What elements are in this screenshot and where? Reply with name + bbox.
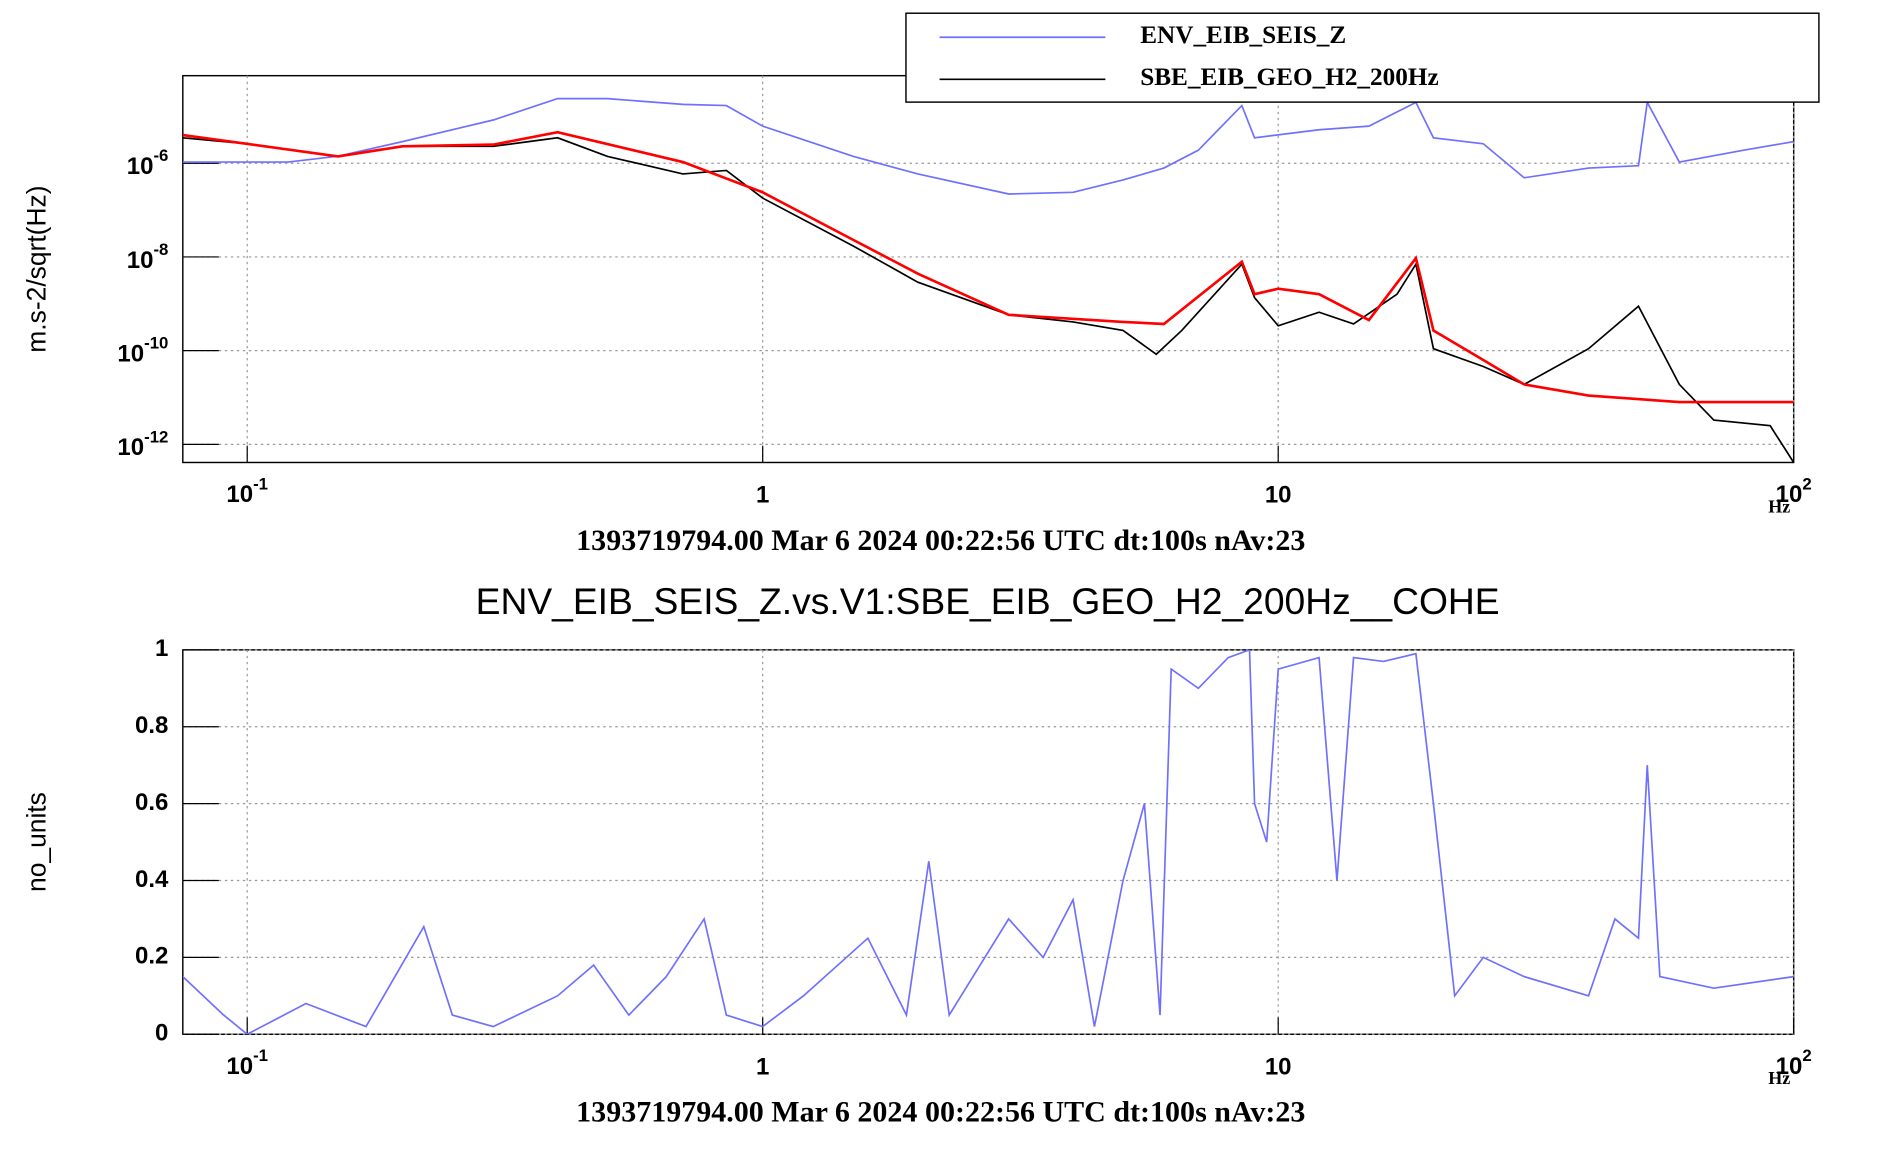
tick-label: 0.2 (135, 943, 168, 970)
tick-base: 10 (226, 481, 253, 508)
legend-label: SBE_EIB_GEO_H2_200Hz (1140, 64, 1438, 91)
tick-label: 10-8 (127, 240, 169, 274)
tick-label: 10-1 (226, 475, 268, 509)
series-line (182, 649, 1794, 1035)
tick-label: 10-6 (127, 147, 169, 181)
tick-base: 10 (117, 341, 144, 368)
tick-exponent: -8 (153, 240, 168, 259)
x-axis-label: Hz (1768, 1068, 1790, 1088)
tick-exponent: -1 (253, 475, 268, 494)
tick-label: 102 (1776, 1047, 1812, 1081)
tick-label: 1 (756, 481, 769, 508)
tick-label: 102 (1776, 475, 1812, 509)
tick-label: 0.6 (135, 789, 168, 816)
tick-base: 10 (1776, 1053, 1803, 1080)
tick-label: 0.4 (135, 866, 169, 893)
tick-label: 10 (1265, 481, 1292, 508)
y-axis-label: m.s-2/sqrt(Hz) (22, 185, 52, 352)
x-axis-label: Hz (1768, 496, 1790, 516)
tick-exponent: 2 (1802, 1047, 1811, 1066)
y-axis-label: no_units (22, 792, 52, 892)
tick-base: 10 (117, 434, 144, 461)
tick-exponent: -6 (153, 147, 168, 166)
tick-label: 1 (756, 1053, 769, 1080)
legend-label: ENV_EIB_SEIS_Z (1140, 22, 1346, 49)
tick-label: 0 (155, 1020, 168, 1047)
tick-exponent: -1 (253, 1047, 268, 1066)
tick-base: 10 (1776, 481, 1803, 508)
chart-title: ENV_EIB_SEIS_Z.vs.V1:SBE_EIB_GEO_H2_200H… (476, 580, 1500, 622)
footer: 1393719794.00 Mar 6 2024 00:22:56 UTC dt… (576, 524, 1305, 557)
tick-exponent: -10 (144, 334, 168, 353)
tick-base: 10 (127, 153, 154, 180)
series-line (182, 130, 1794, 404)
tick-base: 10 (226, 1053, 253, 1080)
series-line (182, 136, 1794, 463)
plot-area (182, 74, 1795, 464)
tick-base: 10 (127, 247, 154, 274)
series-line (182, 97, 1794, 195)
legend-box (905, 12, 1820, 103)
tick-exponent: 2 (1802, 475, 1811, 494)
tick-label: 10-12 (117, 428, 168, 462)
footer: 1393719794.00 Mar 6 2024 00:22:56 UTC dt… (576, 1096, 1305, 1129)
tick-exponent: -12 (144, 428, 168, 447)
tick-label: 10-10 (117, 334, 168, 368)
tick-label: 10-1 (226, 1047, 268, 1081)
plot-area (182, 649, 1795, 1035)
tick-label: 10 (1265, 1053, 1292, 1080)
tick-label: 1 (155, 635, 168, 662)
tick-label: 0.8 (135, 712, 168, 739)
